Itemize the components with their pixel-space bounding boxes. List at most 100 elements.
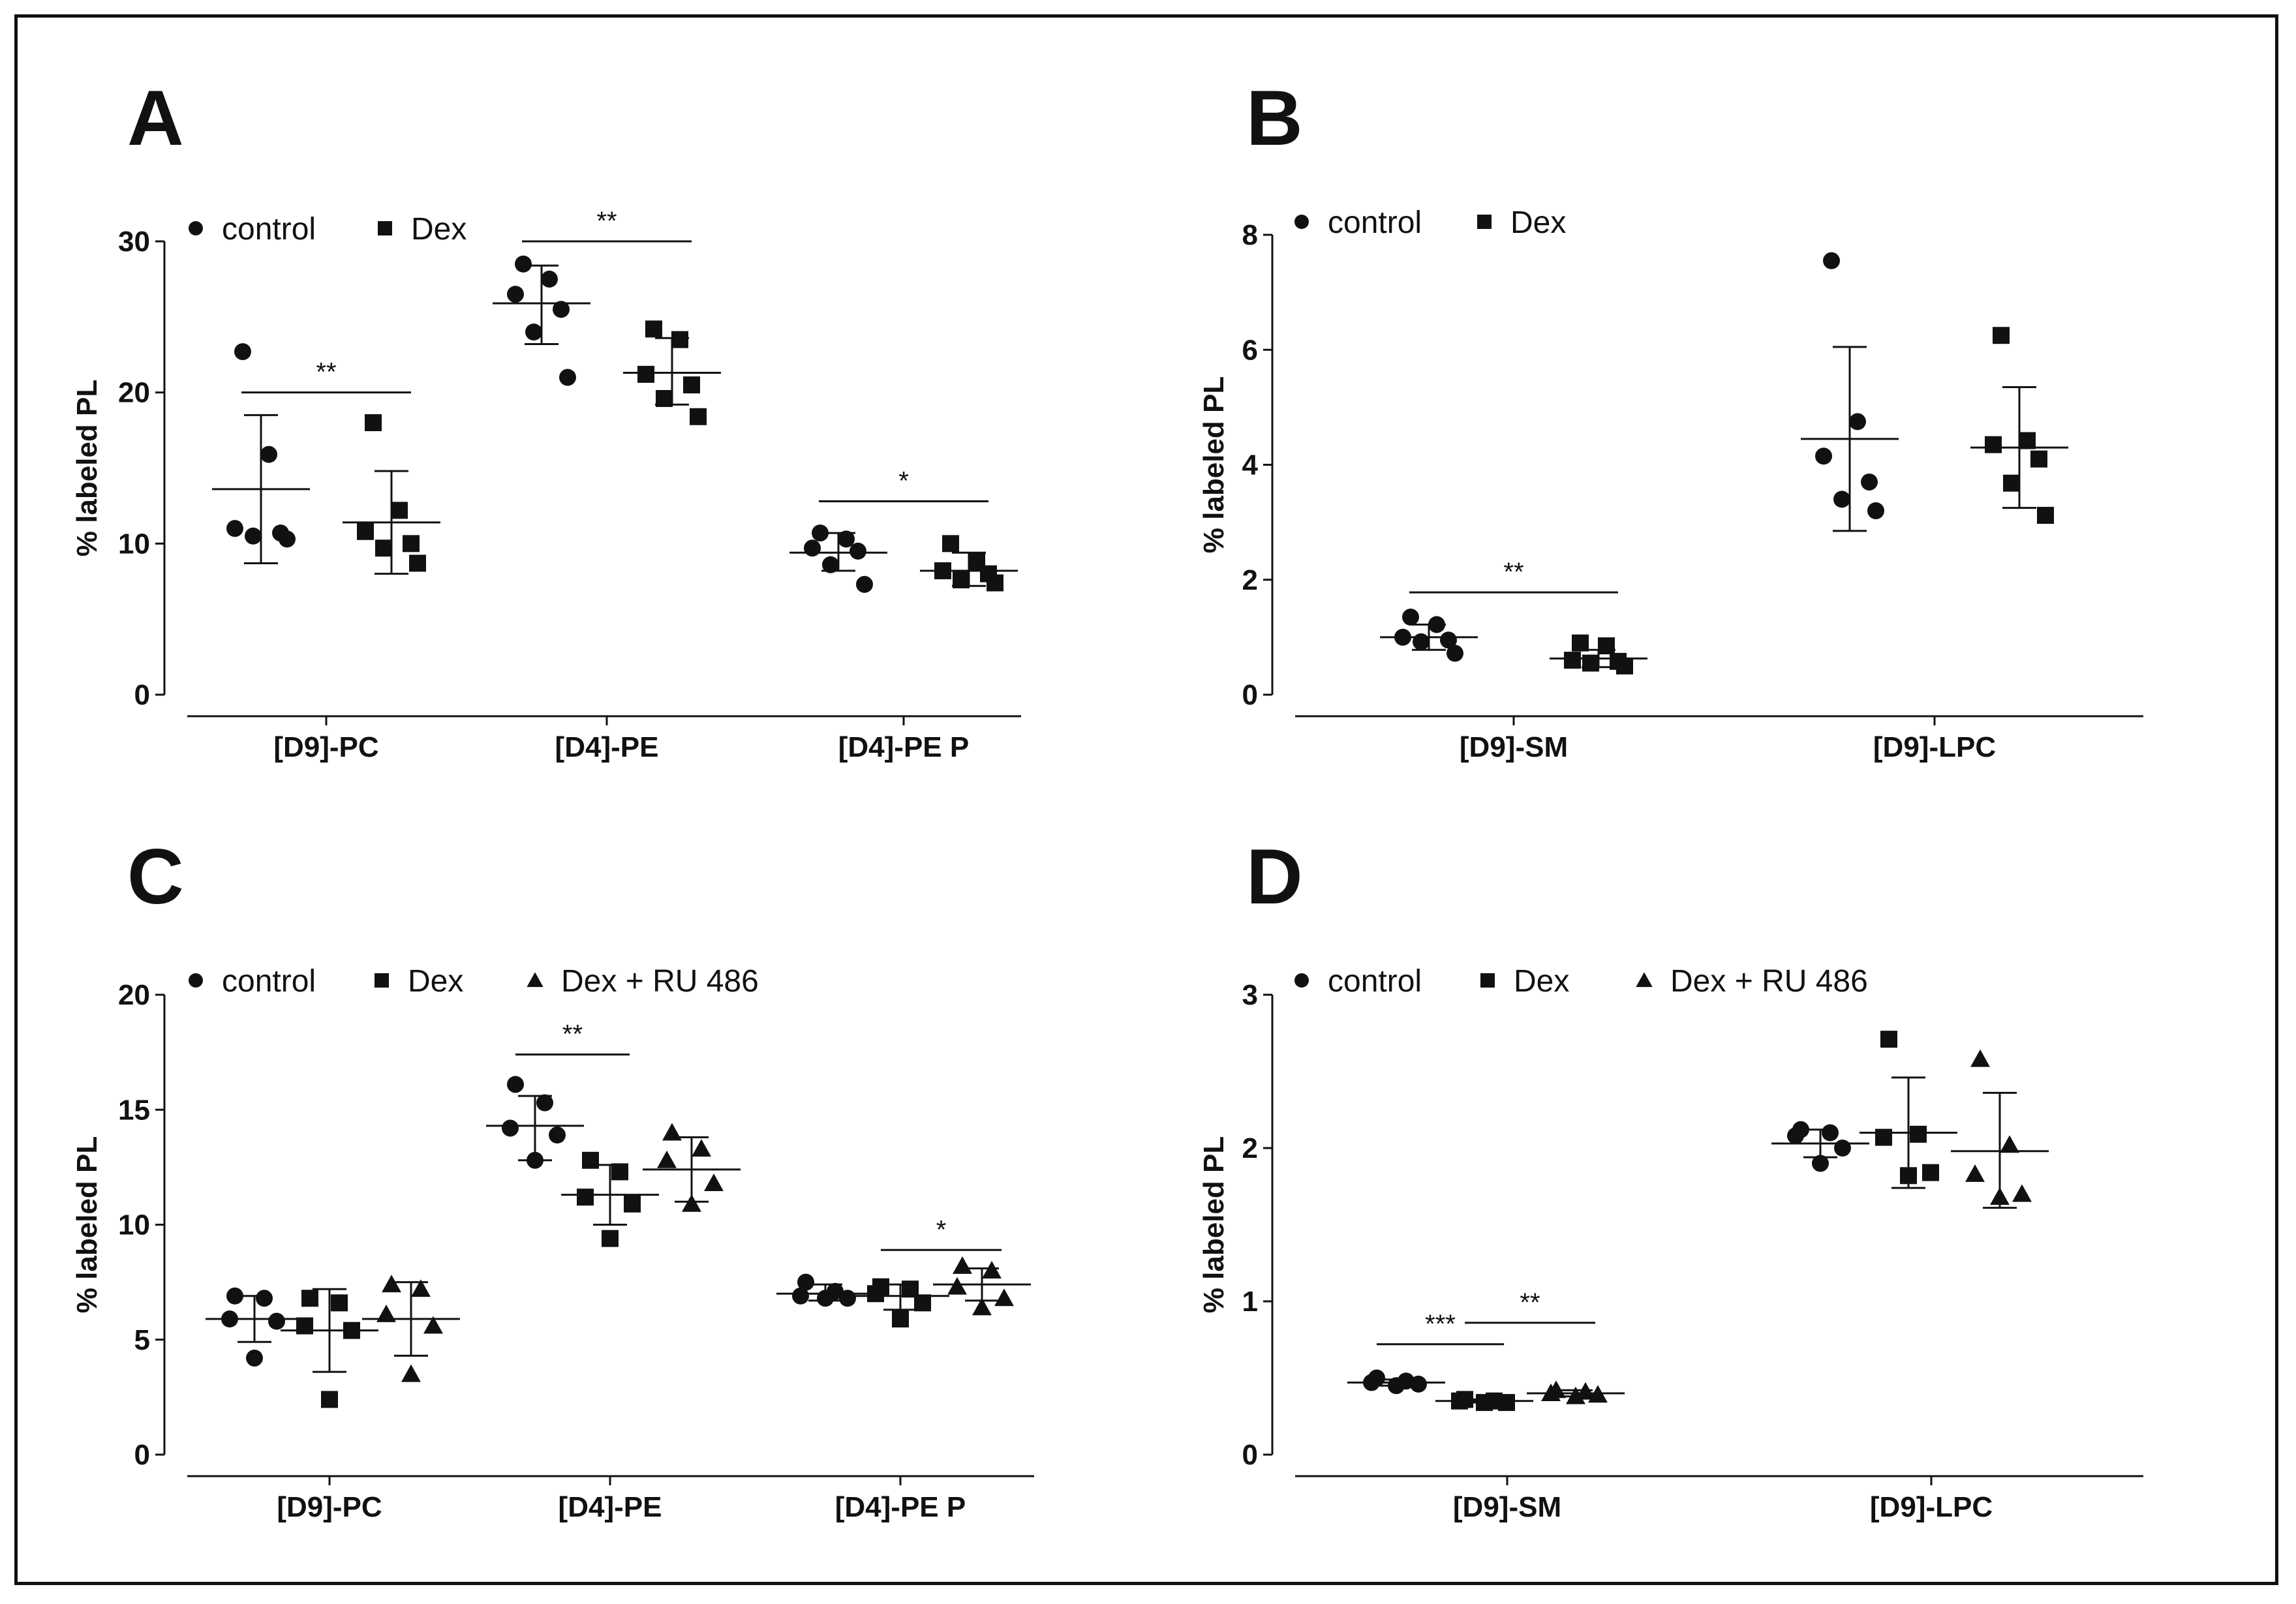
- category-label: [D4]-PE: [555, 731, 659, 763]
- y-tick-label: 15: [118, 1094, 150, 1126]
- chart-panel-d: D 0 1 2 3 % labeled PL [D9]-SM [D9]-LPC control D…: [1198, 833, 2143, 1523]
- data-point-circle: [1812, 1155, 1829, 1172]
- data-point-square: [409, 554, 426, 572]
- data-point-triangle: [382, 1275, 401, 1293]
- data-point-square: [296, 1317, 313, 1335]
- data-point-circle: [1834, 1140, 1851, 1157]
- significance-label: **: [1503, 558, 1523, 586]
- category-label: [D4]-PE: [559, 1491, 662, 1523]
- data-point-square: [942, 535, 959, 552]
- significance-label: **: [562, 1020, 583, 1049]
- data-point-triangle: [953, 1256, 972, 1274]
- significance-label: **: [316, 358, 336, 387]
- data-point-triangle: [411, 1279, 431, 1297]
- data-point-circle: [268, 1312, 285, 1330]
- significance-label: *: [898, 466, 909, 495]
- y-tick-label: 10: [118, 528, 150, 560]
- data-point-square: [637, 365, 654, 383]
- y-tick-label: 10: [118, 1209, 150, 1241]
- y-axis-label: % labeled PL: [1198, 1136, 1230, 1313]
- y-axis-label: % labeled PL: [71, 1136, 103, 1313]
- panel-letter: C: [127, 833, 184, 920]
- data-point-square: [1910, 1125, 1927, 1143]
- legend-label: Dex + RU 486: [1670, 964, 1868, 999]
- data-point-circle: [525, 324, 542, 340]
- data-point-circle: [792, 1287, 809, 1305]
- data-point-circle: [502, 1119, 519, 1137]
- y-tick-label: 8: [1242, 219, 1258, 251]
- y-tick-label: 2: [1242, 1132, 1258, 1164]
- chart-panel-b: B 0 2 4 6 8 % labeled PL [D9]-SM [D9]-LPC control…: [1198, 74, 2143, 763]
- legend-marker-triangle: [527, 972, 543, 988]
- data-point-triangle: [972, 1297, 992, 1316]
- legend-marker-circle: [189, 973, 203, 988]
- y-tick-label: 4: [1242, 449, 1259, 481]
- data-point-circle: [822, 556, 839, 573]
- data-point-circle: [536, 1094, 553, 1112]
- data-point-circle: [1833, 491, 1850, 508]
- data-point-circle: [226, 520, 243, 537]
- legend-label: Dex: [411, 212, 467, 247]
- data-point-square: [301, 1290, 318, 1307]
- data-point-circle: [234, 343, 251, 361]
- data-point-square: [671, 331, 688, 348]
- category-label: [D9]-SM: [1460, 731, 1568, 763]
- data-point-square: [624, 1195, 641, 1213]
- data-point-square: [1582, 654, 1599, 672]
- data-point-circle: [1861, 473, 1878, 491]
- data-point-triangle: [2012, 1184, 2032, 1202]
- figure-frame: [14, 14, 2278, 1585]
- data-point-triangle: [376, 1305, 396, 1322]
- data-point-square: [1616, 657, 1633, 674]
- legend-label: control: [1328, 964, 1422, 999]
- data-point-square: [892, 1310, 909, 1328]
- legend-marker-triangle: [1636, 972, 1653, 988]
- legend-marker-circle: [189, 221, 203, 235]
- data-point-triangle: [692, 1139, 711, 1157]
- y-tick-label: 5: [134, 1324, 150, 1356]
- data-point-square: [987, 574, 1003, 592]
- data-point-circle: [797, 1273, 814, 1291]
- data-point-square: [645, 320, 662, 338]
- y-tick-label: 0: [1242, 679, 1258, 711]
- data-point-circle: [1413, 633, 1430, 650]
- category-label: [D9]-LPC: [1870, 1491, 1993, 1523]
- data-point-circle: [541, 270, 558, 288]
- data-point-square: [914, 1294, 931, 1312]
- legend-marker-square: [1480, 973, 1495, 988]
- data-point-triangle: [982, 1261, 1002, 1279]
- data-point-triangle: [1970, 1049, 1990, 1067]
- legend-marker-circle: [1294, 973, 1309, 988]
- data-point-circle: [1446, 644, 1463, 662]
- data-point-circle: [260, 446, 277, 463]
- y-tick-label: 0: [134, 1439, 150, 1471]
- data-point-square: [683, 376, 700, 394]
- y-tick-label: 0: [1242, 1439, 1258, 1471]
- data-point-square: [1875, 1128, 1892, 1146]
- data-point-square: [331, 1294, 348, 1312]
- data-point-square: [365, 414, 382, 431]
- data-point-square: [1564, 652, 1581, 669]
- data-point-square: [2030, 450, 2047, 468]
- data-point-circle: [559, 369, 576, 386]
- data-point-circle: [549, 1127, 566, 1144]
- data-point-square: [403, 535, 420, 552]
- data-point-circle: [838, 530, 855, 548]
- data-point-circle: [1822, 1124, 1839, 1142]
- data-point-circle: [507, 1076, 524, 1093]
- data-point-triangle: [704, 1173, 724, 1192]
- data-point-circle: [1402, 609, 1419, 626]
- legend-marker-square: [375, 973, 389, 988]
- data-point-circle: [553, 301, 570, 318]
- data-point-square: [321, 1391, 338, 1408]
- legend-label: Dex: [1514, 964, 1569, 999]
- data-point-square: [1985, 436, 2002, 453]
- y-tick-label: 20: [118, 979, 150, 1011]
- data-point-square: [357, 522, 374, 540]
- legend-marker-square: [378, 221, 392, 235]
- data-point-square: [375, 539, 392, 557]
- y-tick-label: 1: [1242, 1286, 1258, 1318]
- data-point-circle: [1787, 1127, 1804, 1145]
- data-point-circle: [507, 286, 524, 303]
